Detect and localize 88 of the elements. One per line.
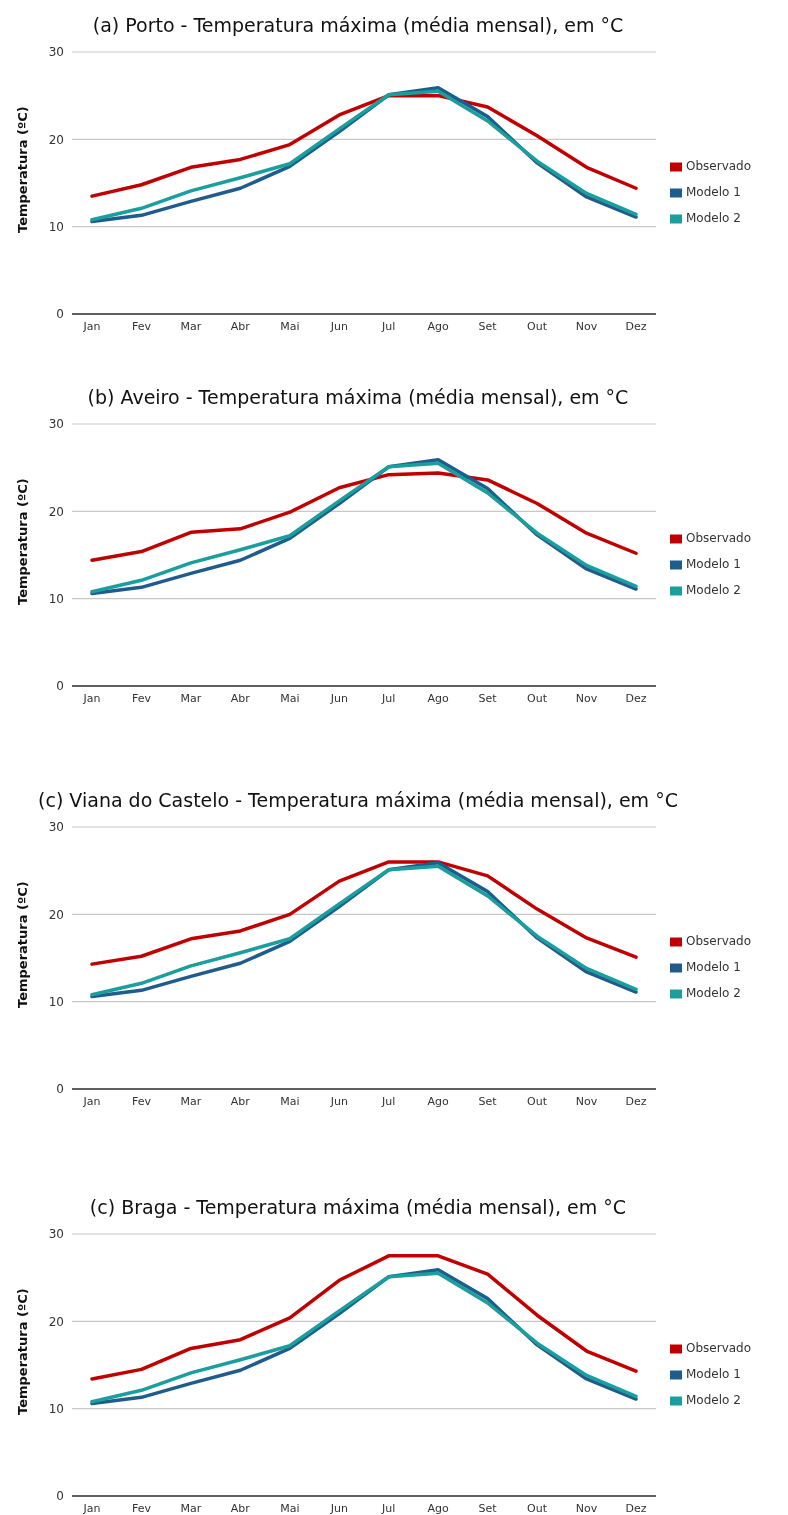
line-series bbox=[90, 93, 638, 198]
chart-title: (a) Porto - Temperatura máxima (média mensal), em °C bbox=[91, 13, 625, 38]
x-tick-label: Out bbox=[527, 691, 548, 705]
legend-label: Observado bbox=[686, 1341, 752, 1355]
y-tick-label: 30 bbox=[48, 417, 64, 432]
x-tick-label: Jul bbox=[381, 319, 396, 333]
x-tick-label: Jun bbox=[329, 1501, 348, 1515]
chart-title: (b) Aveiro - Temperatura máxima (média mensal), em °C bbox=[86, 385, 630, 410]
x-tick-label: Mai bbox=[280, 1094, 300, 1108]
y-tick-label: 0 bbox=[56, 1489, 64, 1504]
y-tick-label: 10 bbox=[48, 219, 64, 234]
x-tick-label: Nov bbox=[575, 1094, 598, 1108]
y-tick-label: 30 bbox=[48, 1227, 64, 1242]
legend-label: Modelo 1 bbox=[686, 1367, 741, 1381]
x-tick-label: Fev bbox=[131, 319, 152, 333]
x-tick-label: Abr bbox=[230, 319, 251, 333]
x-tick-label: Fev bbox=[131, 1094, 152, 1108]
line-series bbox=[90, 860, 638, 966]
y-tick-label: 0 bbox=[56, 307, 64, 322]
y-tick-label: 30 bbox=[48, 45, 64, 60]
x-tick-label: Jan bbox=[82, 1501, 101, 1515]
x-tick-label: Jan bbox=[82, 319, 101, 333]
y-axis-title: Temperatura (ºC) bbox=[14, 881, 30, 1008]
legend-label: Modelo 2 bbox=[686, 986, 741, 1000]
y-tick-label: 20 bbox=[48, 1314, 64, 1329]
x-tick-label: Nov bbox=[575, 691, 598, 705]
x-tick-label: Mai bbox=[280, 691, 300, 705]
legend-label: Modelo 1 bbox=[686, 960, 741, 974]
x-tick-label: Nov bbox=[575, 319, 598, 333]
y-tick-label: 0 bbox=[56, 679, 64, 694]
x-tick-label: Jul bbox=[381, 1501, 396, 1515]
y-tick-label: 10 bbox=[48, 994, 64, 1009]
y-axis-title: Temperatura (ºC) bbox=[14, 106, 30, 233]
y-tick-label: 20 bbox=[48, 132, 64, 147]
y-tick-label: 20 bbox=[48, 504, 64, 519]
x-tick-label: Mar bbox=[180, 319, 202, 333]
line-series bbox=[90, 471, 638, 562]
y-tick-label: 30 bbox=[48, 820, 64, 835]
x-tick-label: Jan bbox=[82, 691, 101, 705]
x-tick-label: Fev bbox=[131, 1501, 152, 1515]
x-tick-label: Dez bbox=[625, 1094, 647, 1108]
legend-label: Observado bbox=[686, 934, 752, 948]
y-axis-title: Temperatura (ºC) bbox=[14, 1288, 30, 1415]
chart-title: (c) Braga - Temperatura máxima (média mensal), em °C bbox=[88, 1195, 628, 1220]
x-tick-label: Set bbox=[478, 1094, 498, 1108]
x-tick-label: Ago bbox=[427, 691, 450, 705]
x-tick-label: Abr bbox=[230, 1501, 251, 1515]
x-tick-label: Out bbox=[527, 1501, 548, 1515]
x-tick-label: Fev bbox=[131, 691, 152, 705]
x-tick-label: Ago bbox=[427, 1094, 450, 1108]
legend-label: Modelo 2 bbox=[686, 211, 741, 225]
y-tick-label: 20 bbox=[48, 907, 64, 922]
legend-label: Observado bbox=[686, 159, 752, 173]
legend-label: Modelo 1 bbox=[686, 557, 741, 571]
x-tick-label: Out bbox=[527, 319, 548, 333]
x-tick-label: Ago bbox=[427, 319, 450, 333]
legend-label: Modelo 1 bbox=[686, 185, 741, 199]
x-tick-label: Mai bbox=[280, 319, 300, 333]
y-tick-label: 0 bbox=[56, 1082, 64, 1097]
x-tick-label: Mar bbox=[180, 1094, 202, 1108]
y-axis-title: Temperatura (ºC) bbox=[14, 478, 30, 605]
x-tick-label: Abr bbox=[230, 1094, 251, 1108]
legend-label: Observado bbox=[686, 531, 752, 545]
legend-label: Modelo 2 bbox=[686, 583, 741, 597]
x-tick-label: Jun bbox=[329, 319, 348, 333]
x-tick-label: Jun bbox=[329, 691, 348, 705]
chart-title: (c) Viana do Castelo - Temperatura máxima (média mensal), em °C bbox=[37, 788, 679, 813]
y-tick-label: 10 bbox=[48, 591, 64, 606]
x-tick-label: Dez bbox=[625, 319, 647, 333]
x-tick-label: Jul bbox=[381, 691, 396, 705]
x-tick-label: Jul bbox=[381, 1094, 396, 1108]
x-tick-label: Jan bbox=[82, 1094, 101, 1108]
x-tick-label: Dez bbox=[625, 691, 647, 705]
x-tick-label: Set bbox=[478, 691, 498, 705]
x-tick-label: Mar bbox=[180, 691, 202, 705]
x-tick-label: Mai bbox=[280, 1501, 300, 1515]
x-tick-label: Set bbox=[478, 1501, 498, 1515]
x-tick-label: Set bbox=[478, 319, 498, 333]
y-tick-label: 10 bbox=[48, 1401, 64, 1416]
x-tick-label: Abr bbox=[230, 691, 251, 705]
x-tick-label: Nov bbox=[575, 1501, 598, 1515]
x-tick-label: Mar bbox=[180, 1501, 202, 1515]
x-tick-label: Jun bbox=[329, 1094, 348, 1108]
x-tick-label: Out bbox=[527, 1094, 548, 1108]
line-series bbox=[90, 1254, 638, 1381]
legend-label: Modelo 2 bbox=[686, 1393, 741, 1407]
x-tick-label: Dez bbox=[625, 1501, 647, 1515]
x-tick-label: Ago bbox=[427, 1501, 450, 1515]
